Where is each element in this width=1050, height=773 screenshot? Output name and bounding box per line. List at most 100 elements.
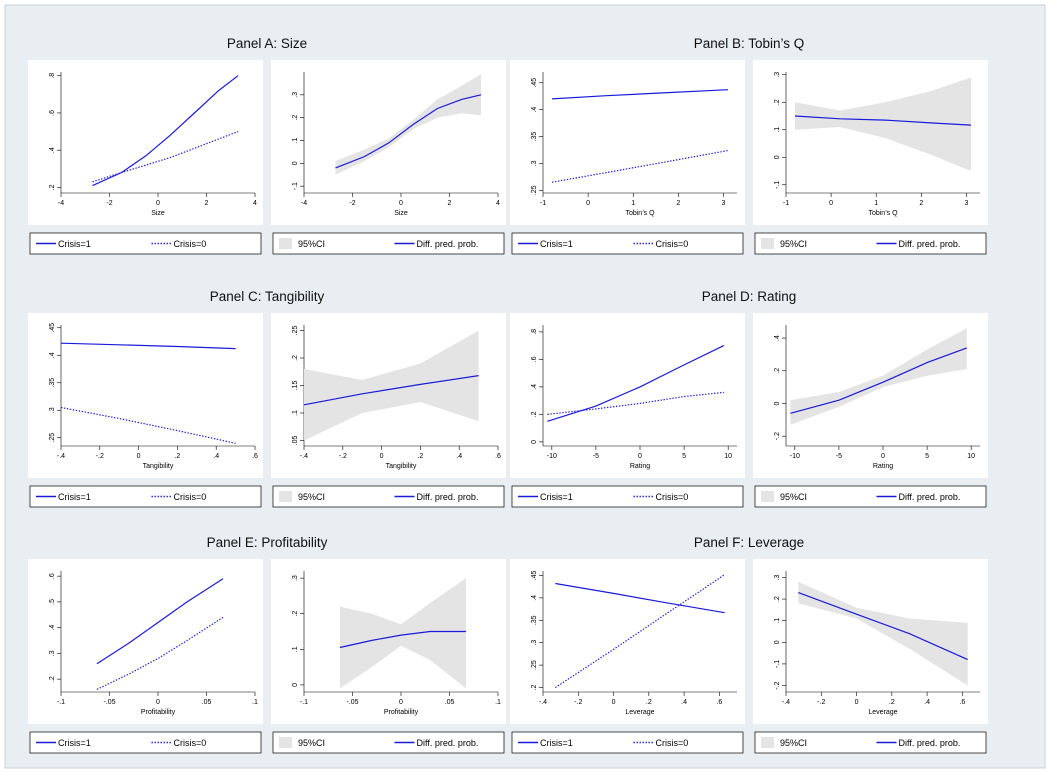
- y-tick-label: .35: [49, 378, 56, 388]
- legend-label: 95%CI: [298, 492, 325, 502]
- y-tick-label: .3: [292, 575, 299, 581]
- panel-C-pp: .25 .3 .35 .4 .45 -.4 -.2 0 .2 .4 .6 Tangibility: [28, 313, 263, 478]
- y-tick-label: .3: [531, 640, 538, 646]
- legend: Crisis=1 Crisis=0: [511, 485, 744, 508]
- x-tick-label: 5: [925, 453, 929, 460]
- x-tick-label: .6: [252, 453, 258, 460]
- y-tick-label: .35: [531, 615, 538, 625]
- y-tick-label: 0: [774, 155, 781, 159]
- y-tick-label: .25: [531, 185, 538, 195]
- legend-ci-swatch: [279, 491, 292, 502]
- y-tick-label: .2: [774, 596, 781, 602]
- legend-label: Crisis=1: [58, 492, 91, 502]
- y-tick-label: .2: [292, 611, 299, 617]
- legend-label: Crisis=1: [540, 239, 573, 249]
- panel-A-title: Panel A: Size: [227, 36, 307, 51]
- x-tick-label: -.4: [57, 453, 65, 460]
- y-tick-label: 0: [292, 683, 299, 687]
- legend-label: Diff. pred. prob.: [899, 239, 961, 249]
- panel-B-diff: -.1 0 .1 .2 .3 -1 0 1 2 3 Tobin’s Q: [753, 60, 988, 225]
- y-tick-label: -.1: [774, 181, 781, 189]
- y-tick-label: .1: [292, 137, 299, 143]
- x-tick-label: .6: [959, 699, 965, 706]
- series-crisis0-line: [551, 149, 729, 183]
- legend-label: 95%CI: [780, 492, 807, 502]
- y-tick-label: .1: [774, 127, 781, 133]
- y-tick-label: .1: [292, 646, 299, 652]
- legend-label: Diff. pred. prob.: [899, 738, 961, 748]
- y-tick-label: .3: [774, 72, 781, 78]
- x-axis-label: Size: [151, 210, 165, 217]
- y-tick-label: .4: [531, 384, 538, 390]
- legend-label: 95%CI: [298, 239, 325, 249]
- x-tick-label: 0: [855, 699, 859, 706]
- x-tick-label: -.4: [300, 453, 308, 460]
- x-tick-label: 0: [156, 699, 160, 706]
- y-tick-label: 0: [292, 161, 299, 165]
- x-tick-label: 0: [137, 453, 141, 460]
- legend: 95%CI Diff. pred. prob.: [754, 232, 987, 255]
- series-crisis1-line: [60, 342, 236, 350]
- y-tick-label: .25: [531, 660, 538, 670]
- legend-box: [754, 485, 987, 508]
- x-tick-label: 0: [612, 699, 616, 706]
- plot-region: [510, 60, 745, 225]
- x-tick-label: -.1: [57, 699, 65, 706]
- legend-label: 95%CI: [298, 738, 325, 748]
- y-tick-label: .3: [531, 160, 538, 166]
- panel-D-title: Panel D: Rating: [702, 289, 797, 304]
- x-tick-label: .05: [445, 699, 455, 706]
- y-tick-label: .05: [292, 436, 299, 446]
- legend-box: [511, 485, 744, 508]
- y-tick-label: .6: [49, 110, 56, 116]
- y-tick-label: .15: [292, 381, 299, 391]
- y-tick-label: .5: [49, 599, 56, 605]
- y-tick-label: .8: [49, 73, 56, 79]
- y-tick-label: -.1: [292, 182, 299, 190]
- legend-box: [272, 731, 505, 754]
- legend-box: [754, 731, 987, 754]
- legend: Crisis=1 Crisis=0: [29, 485, 262, 508]
- y-tick-label: -.2: [774, 432, 781, 440]
- y-tick-label: .2: [774, 368, 781, 374]
- legend-box: [511, 731, 744, 754]
- y-tick-label: .8: [531, 329, 538, 335]
- x-tick-label: 2: [919, 200, 923, 207]
- y-tick-label: .4: [49, 625, 56, 631]
- x-tick-label: 5: [682, 453, 686, 460]
- series-crisis1-line: [555, 582, 725, 614]
- x-axis-label: Size: [394, 210, 408, 217]
- x-tick-label: -4: [301, 200, 307, 207]
- ci-band: [335, 74, 481, 175]
- x-tick-label: 0: [399, 699, 403, 706]
- x-axis-label: Tobin’s Q: [868, 210, 898, 217]
- y-tick-label: .4: [49, 352, 56, 358]
- legend: 95%CI Diff. pred. prob.: [272, 232, 505, 255]
- x-tick-label: 2: [676, 200, 680, 207]
- x-axis-label: Profitability: [141, 709, 176, 716]
- diff-pred-prob-line: [339, 630, 466, 649]
- x-axis-label: Leverage: [625, 709, 654, 716]
- legend-label: Crisis=1: [58, 239, 91, 249]
- x-axis-label: Leverage: [868, 709, 897, 716]
- x-tick-label: .2: [889, 699, 895, 706]
- x-tick-label: -5: [836, 453, 842, 460]
- legend: Crisis=1 Crisis=0: [29, 731, 262, 754]
- panel-B-title: Panel B: Tobin’s Q: [694, 36, 805, 51]
- plot-region: [28, 559, 263, 724]
- legend-label: Crisis=1: [540, 492, 573, 502]
- series-crisis1-line: [96, 578, 224, 665]
- legend: Crisis=1 Crisis=0: [29, 232, 262, 255]
- y-tick-label: .4: [531, 595, 538, 601]
- series-crisis0-line: [547, 391, 724, 415]
- x-tick-label: -.4: [539, 699, 547, 706]
- x-tick-label: -.05: [103, 699, 115, 706]
- ci-band: [339, 578, 466, 689]
- x-tick-label: .2: [646, 699, 652, 706]
- x-tick-label: -1: [783, 200, 789, 207]
- legend-label: Diff. pred. prob.: [417, 239, 479, 249]
- legend-box: [754, 232, 987, 255]
- y-tick-label: -.2: [774, 681, 781, 689]
- series-crisis0-line: [92, 131, 239, 183]
- y-tick-label: .2: [774, 99, 781, 105]
